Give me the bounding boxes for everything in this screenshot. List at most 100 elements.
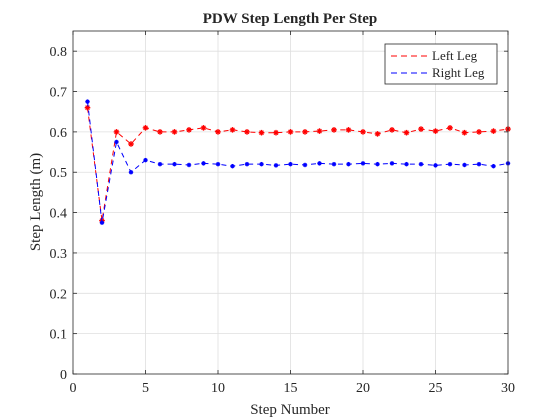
data-point-left-leg xyxy=(229,127,236,133)
data-point-right-leg xyxy=(186,162,192,168)
marker-stroke xyxy=(447,125,453,131)
y-tick-label: 0.8 xyxy=(50,45,68,60)
data-point-right-leg xyxy=(114,139,119,145)
x-tick-label: 30 xyxy=(501,381,515,396)
marker-stroke xyxy=(317,128,322,134)
y-tick-label: 0.3 xyxy=(50,247,68,262)
marker-stroke xyxy=(288,162,293,167)
data-point-left-leg xyxy=(200,125,207,131)
data-point-left-leg xyxy=(374,131,381,137)
x-tick-label: 15 xyxy=(284,381,298,396)
data-point-left-leg xyxy=(389,127,395,133)
marker-stroke xyxy=(331,127,337,133)
plot-area xyxy=(84,99,511,225)
marker-stroke xyxy=(375,131,380,137)
data-point-right-leg xyxy=(244,161,250,167)
marker-stroke xyxy=(186,127,192,133)
data-point-left-leg xyxy=(447,125,453,131)
y-tick-label: 0 xyxy=(60,368,67,383)
legend: Left Leg Right Leg xyxy=(384,43,498,85)
data-point-right-leg xyxy=(99,220,105,225)
data-point-right-leg xyxy=(491,163,496,169)
data-point-right-leg xyxy=(302,162,308,168)
x-tick-label: 5 xyxy=(142,381,149,396)
marker-stroke xyxy=(390,161,394,166)
marker-stroke xyxy=(404,162,409,167)
data-point-left-leg xyxy=(157,129,163,135)
legend-label-left-leg: Left Leg xyxy=(432,48,478,63)
data-point-left-leg xyxy=(142,125,149,131)
data-point-left-leg xyxy=(418,126,424,132)
marker-stroke xyxy=(259,162,264,167)
marker-stroke xyxy=(302,129,308,135)
x-tick-label: 20 xyxy=(356,381,370,396)
data-point-left-leg xyxy=(258,129,265,136)
marker-stroke xyxy=(433,163,438,168)
marker-stroke xyxy=(360,129,366,135)
y-tick-label: 0.7 xyxy=(50,86,68,101)
marker-stroke xyxy=(143,125,148,131)
marker-stroke xyxy=(317,161,322,166)
data-point-right-leg xyxy=(476,161,482,167)
marker-stroke xyxy=(201,161,206,166)
data-point-right-leg xyxy=(128,170,134,175)
marker-stroke xyxy=(477,162,481,167)
data-point-left-leg xyxy=(331,127,337,133)
marker-stroke xyxy=(187,163,191,167)
x-axis-label: Step Number xyxy=(250,402,330,418)
marker-stroke xyxy=(244,129,250,135)
y-tick-label: 0.6 xyxy=(50,126,68,141)
data-point-right-leg xyxy=(273,163,279,168)
marker-stroke xyxy=(404,130,409,136)
data-point-right-leg xyxy=(143,157,148,163)
marker-stroke xyxy=(157,129,163,135)
data-point-left-leg xyxy=(490,128,497,134)
data-point-right-leg xyxy=(288,161,293,167)
data-point-right-leg xyxy=(85,99,90,104)
marker-stroke xyxy=(274,163,278,168)
marker-stroke xyxy=(114,140,119,144)
marker-stroke xyxy=(288,129,293,135)
marker-stroke xyxy=(201,125,206,131)
marker-stroke xyxy=(172,129,177,135)
marker-stroke xyxy=(129,170,133,175)
y-tick-label: 0.5 xyxy=(50,166,68,181)
data-point-right-leg xyxy=(157,161,163,167)
legend-label-right-leg: Right Leg xyxy=(432,65,485,80)
marker-stroke xyxy=(128,141,134,147)
x-tick-label: 25 xyxy=(429,381,443,396)
data-point-right-leg xyxy=(418,161,424,167)
marker-stroke xyxy=(419,162,423,167)
marker-stroke xyxy=(462,163,467,167)
data-point-left-leg xyxy=(273,129,279,136)
marker-stroke xyxy=(476,129,482,135)
marker-stroke xyxy=(216,162,220,167)
data-point-right-leg xyxy=(360,161,366,166)
y-axis-label: Step Length (m) xyxy=(28,153,44,251)
data-point-left-leg xyxy=(360,129,366,135)
data-point-right-leg xyxy=(404,161,409,167)
data-point-right-leg xyxy=(230,163,235,169)
axis-ticks xyxy=(72,31,509,375)
marker-stroke xyxy=(346,162,351,167)
y-tick-label: 0.4 xyxy=(50,207,68,222)
marker-stroke xyxy=(448,162,452,167)
data-point-left-leg xyxy=(171,129,178,135)
marker-stroke xyxy=(418,126,424,132)
data-point-left-leg xyxy=(476,129,482,135)
data-point-left-leg xyxy=(345,127,352,133)
y-tick-label: 0.2 xyxy=(50,287,68,302)
marker-stroke xyxy=(114,129,119,135)
marker-stroke xyxy=(346,127,351,133)
marker-stroke xyxy=(303,163,307,167)
data-point-right-leg xyxy=(389,161,395,166)
marker-stroke xyxy=(491,164,496,169)
data-point-right-leg xyxy=(331,161,337,167)
data-point-right-leg xyxy=(433,163,438,168)
data-point-left-leg xyxy=(461,129,468,136)
marker-stroke xyxy=(273,130,279,136)
data-point-left-leg xyxy=(316,128,323,134)
data-point-left-leg xyxy=(186,127,192,133)
data-point-left-leg xyxy=(215,129,221,135)
